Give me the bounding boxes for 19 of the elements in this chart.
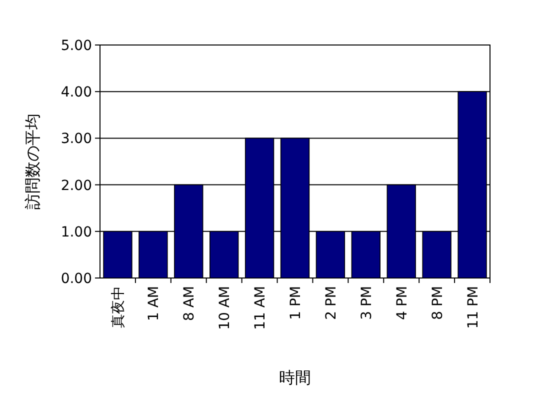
y-tick-label: 0.00 [60, 271, 92, 287]
x-tick-label: 10 AM [217, 286, 234, 330]
y-tick-label: 1.00 [60, 224, 92, 240]
x-tick-label: 11 PM [465, 286, 482, 329]
x-tick-label: 11 AM [252, 286, 269, 330]
x-tick-label: 3 PM [358, 286, 375, 320]
y-tick-label: 3.00 [60, 131, 92, 148]
x-tick-label: 1 AM [146, 286, 162, 322]
y-tick-label: 2.00 [60, 178, 92, 194]
x-tick-label: 4 PM [394, 286, 410, 320]
x-tick-label: 8 PM [430, 286, 446, 320]
y-tick-label: 5.00 [60, 38, 92, 54]
y-tick-label: 4.00 [60, 84, 92, 101]
x-tick-label: 8 AM [182, 286, 198, 322]
x-tick-label: 真夜中 [110, 286, 127, 328]
y-axis-title: 訪問数の平均 [23, 114, 42, 210]
x-axis-title: 時間 [279, 368, 311, 387]
x-tick-label: 2 PM [323, 286, 340, 320]
x-tick-label: 1 PM [288, 286, 304, 320]
